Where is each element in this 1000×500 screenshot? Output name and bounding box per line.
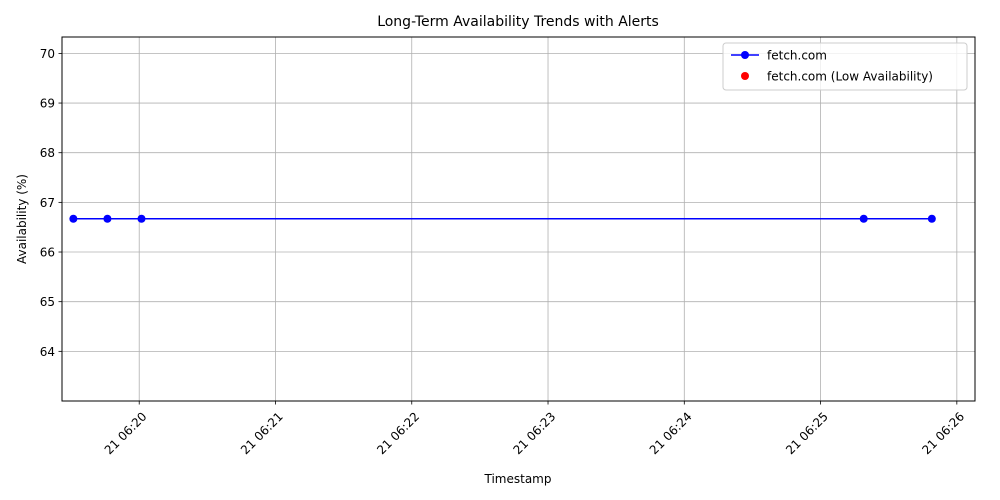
y-tick-label: 69 xyxy=(40,97,55,111)
chart-title: Long-Term Availability Trends with Alert… xyxy=(377,14,659,30)
x-tick-label: 21 06:25 xyxy=(783,409,831,457)
legend-label-fetch: fetch.com xyxy=(767,49,827,63)
legend-marker-low-availability xyxy=(741,72,749,80)
legend: fetch.com fetch.com (Low Availability) xyxy=(722,42,968,91)
data-point xyxy=(859,214,868,223)
y-tick-label: 70 xyxy=(40,47,55,61)
legend-marker-fetch xyxy=(741,51,749,59)
x-tick-label: 21 06:20 xyxy=(102,409,150,457)
data-point xyxy=(69,214,78,223)
x-axis-title: Timestamp xyxy=(484,472,552,486)
y-tick-label: 68 xyxy=(40,146,55,160)
x-tick-label: 21 06:21 xyxy=(238,409,286,457)
x-tick-label: 21 06:24 xyxy=(647,409,695,457)
y-axis-title: Availability (%) xyxy=(15,174,29,264)
x-tick-label: 21 06:23 xyxy=(511,409,559,457)
data-point xyxy=(927,214,936,223)
y-axis-ticks: 64 65 66 67 68 69 70 xyxy=(40,47,62,359)
y-tick-label: 64 xyxy=(40,345,55,359)
plot-area-frame xyxy=(61,36,976,402)
y-tick-label: 67 xyxy=(40,196,55,210)
legend-label-low-availability: fetch.com (Low Availability) xyxy=(767,70,933,84)
y-tick-label: 65 xyxy=(40,295,55,309)
x-tick-label: 21 06:22 xyxy=(374,409,422,457)
data-point xyxy=(103,214,112,223)
x-axis-ticks: 21 06:20 21 06:21 21 06:22 21 06:23 21 06:24… xyxy=(102,401,967,457)
data-point xyxy=(137,214,146,223)
series-layer xyxy=(69,214,936,223)
legend-box xyxy=(722,42,968,91)
y-tick-label: 66 xyxy=(40,246,55,260)
x-tick-label: 21 06:26 xyxy=(919,409,967,457)
